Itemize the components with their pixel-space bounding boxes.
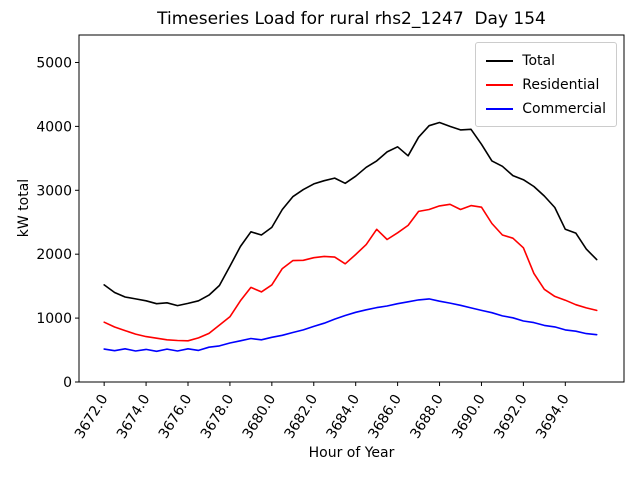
legend-item-commercial: Commercial: [486, 97, 606, 121]
x-tick-label: 3686.0: [365, 392, 405, 442]
x-tick-label: 3688.0: [407, 392, 447, 442]
series-line-total: [103, 121, 598, 307]
y-axis-label: kW total: [16, 178, 32, 238]
chart-title: Timeseries Load for rural rhs2_1247 Day …: [157, 9, 546, 29]
y-tick-label: 0: [63, 375, 72, 391]
y-tick-label: 2000: [36, 247, 72, 263]
legend-line-swatch: [486, 84, 514, 86]
legend: Total Residential Commercial: [475, 42, 617, 127]
legend-item-residential: Residential: [486, 73, 606, 97]
x-axis-label: Hour of Year: [308, 445, 395, 461]
y-tick-label: 1000: [36, 311, 72, 327]
legend-item-total: Total: [486, 49, 606, 73]
y-tick-label: 4000: [36, 119, 72, 135]
legend-line-swatch: [486, 108, 514, 110]
series-line-residential: [103, 203, 598, 342]
x-tick-label: 3690.0: [449, 392, 489, 442]
x-tick-label: 3678.0: [198, 392, 238, 442]
legend-label: Residential: [522, 77, 600, 93]
x-tick-label: 3680.0: [240, 392, 280, 442]
legend-label: Total: [522, 53, 555, 69]
x-tick-label: 3692.0: [491, 392, 531, 442]
axes-spines: [78, 34, 625, 383]
x-tick-label: 3682.0: [282, 392, 322, 442]
legend-label: Commercial: [522, 101, 606, 117]
x-tick-label: 3694.0: [533, 392, 573, 442]
y-tick-label: 3000: [36, 183, 72, 199]
x-tick-label: 3674.0: [114, 392, 154, 442]
y-tick-label: 5000: [36, 55, 72, 71]
x-tick-label: 3676.0: [156, 392, 196, 442]
legend-line-swatch: [486, 60, 514, 62]
series-line-commercial: [103, 298, 598, 353]
x-tick-label: 3684.0: [324, 392, 364, 442]
x-tick-label: 3672.0: [72, 392, 112, 442]
